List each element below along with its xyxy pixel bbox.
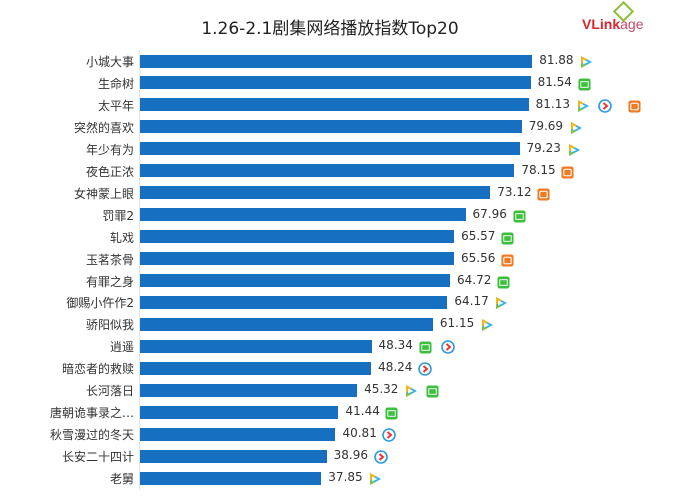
bar (140, 383, 358, 397)
bar (140, 142, 520, 156)
iqiyi-icon (497, 274, 510, 289)
vlinkage-logo: VLinkage (582, 16, 644, 32)
bar (140, 405, 339, 419)
tencent-video-icon (404, 383, 418, 398)
category-label: 女神蒙上眼 (73, 186, 134, 201)
bar (140, 54, 533, 68)
category-label: 骄阳似我 (85, 318, 134, 333)
mango-tv-icon (537, 186, 550, 201)
value-label: 81.13 (535, 96, 570, 111)
value-label: 61.15 (439, 316, 475, 331)
bar (140, 98, 529, 112)
category-label: 年少有为 (85, 142, 134, 157)
y-axis-line (139, 50, 140, 490)
category-label: 小城大事 (85, 55, 134, 69)
category-label: 老舅 (109, 472, 134, 487)
mango-tv-icon (501, 252, 514, 267)
value-label: 64.72 (457, 272, 492, 287)
category-label: 轧戏 (109, 230, 134, 245)
youku-icon (440, 339, 455, 355)
value-label: 41.44 (345, 404, 380, 419)
mango-tv-icon (561, 164, 574, 179)
tencent-video-icon (576, 98, 589, 112)
mango-tv-icon (628, 98, 641, 113)
iqiyi-icon (512, 208, 526, 223)
value-label: 73.12 (497, 184, 532, 199)
category-label: 长河落日 (85, 384, 134, 399)
category-label: 突然的喜欢 (73, 120, 134, 135)
category-label: 有罪之身 (85, 274, 134, 289)
youku-icon (418, 361, 432, 377)
value-label: 79.69 (528, 118, 564, 133)
iqiyi-icon (385, 405, 399, 420)
tencent-video-icon (567, 142, 580, 156)
value-label: 78.15 (521, 162, 556, 177)
value-label: 65.57 (461, 228, 496, 243)
category-label: 长安二十四计 (61, 450, 134, 465)
value-label: 67.96 (472, 206, 507, 221)
bar (140, 186, 491, 200)
bar (140, 76, 531, 90)
value-label: 37.85 (328, 470, 363, 485)
value-label: 48.34 (378, 338, 413, 353)
category-label: 生命树 (97, 76, 134, 91)
bar (140, 449, 327, 463)
tencent-video-icon (480, 317, 493, 332)
bar (140, 208, 466, 222)
bar (140, 295, 448, 309)
value-label: 81.54 (537, 74, 572, 89)
category-label: 玉茗茶骨 (85, 252, 134, 267)
value-label: 64.17 (454, 294, 489, 309)
iqiyi-icon (426, 383, 439, 398)
bar (140, 230, 455, 244)
tencent-video-icon (579, 54, 593, 68)
tencent-video-icon (368, 471, 382, 486)
bar (140, 427, 336, 441)
bar (140, 339, 372, 353)
category-label: 罚罪2 (102, 208, 134, 223)
youku-icon (382, 427, 397, 442)
iqiyi-icon (501, 230, 514, 245)
youku-icon (373, 449, 388, 464)
value-label: 65.56 (461, 250, 496, 265)
category-label: 唐朝诡事录之… (49, 406, 134, 421)
value-label: 40.81 (342, 426, 377, 441)
bar (140, 361, 372, 375)
value-label: 79.23 (526, 140, 561, 155)
tencent-video-icon (569, 120, 582, 134)
category-label: 秋雪漫过的冬天 (49, 428, 134, 443)
bar (140, 164, 515, 178)
tencent-video-icon (494, 295, 508, 310)
value-label: 45.32 (364, 382, 399, 397)
category-label: 夜色正浓 (85, 164, 134, 179)
bar (140, 120, 522, 134)
bar (140, 317, 433, 331)
category-label: 御赐小仵作2 (66, 296, 134, 311)
bar (140, 274, 450, 287)
category-label: 逍遥 (109, 340, 134, 355)
value-label: 81.88 (539, 53, 574, 67)
bar (140, 471, 322, 485)
value-label: 48.24 (378, 360, 413, 375)
category-label: 太平年 (97, 98, 134, 113)
iqiyi-icon (419, 339, 432, 354)
youku-icon (597, 98, 612, 113)
category-label: 暗恋者的救赎 (61, 362, 134, 377)
chart-title: 1.26-2.1剧集网络播放指数Top20 (201, 19, 459, 39)
bar (140, 252, 455, 266)
iqiyi-icon (578, 76, 591, 91)
value-label: 38.96 (333, 448, 368, 463)
